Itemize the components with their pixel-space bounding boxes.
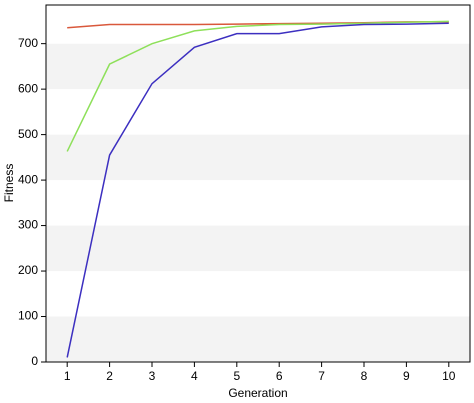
x-tick-label: 10 [442,369,456,383]
x-tick-label: 9 [403,369,410,383]
x-tick-label: 5 [233,369,240,383]
series-line [66,22,449,358]
background-band [46,180,470,226]
x-tick-label: 6 [276,369,283,383]
background-band [46,271,470,317]
x-tick-label: 4 [191,369,198,383]
background-band [46,225,470,272]
series-line [66,20,449,152]
background-band [46,89,470,135]
x-tick-label: 3 [149,369,156,383]
y-tick-label: 200 [18,263,38,277]
background-band [46,43,470,90]
x-tick-label: 2 [106,369,113,383]
x-tick-label: 7 [318,369,325,383]
y-axis-label: Fitness [2,164,16,203]
x-tick-label: 8 [361,369,368,383]
y-tick-label: 500 [18,127,38,141]
y-tick-label: 0 [31,354,38,368]
y-tick-label: 400 [18,172,38,186]
plot-frame [45,4,471,363]
y-tick-label: 100 [18,309,38,323]
x-tick-label: 1 [64,369,71,383]
x-axis-label: Generation [228,386,287,400]
background-band [46,316,470,362]
y-tick-label: 300 [18,218,38,232]
y-tick-label: 600 [18,81,38,95]
y-tick-label: 700 [18,36,38,50]
